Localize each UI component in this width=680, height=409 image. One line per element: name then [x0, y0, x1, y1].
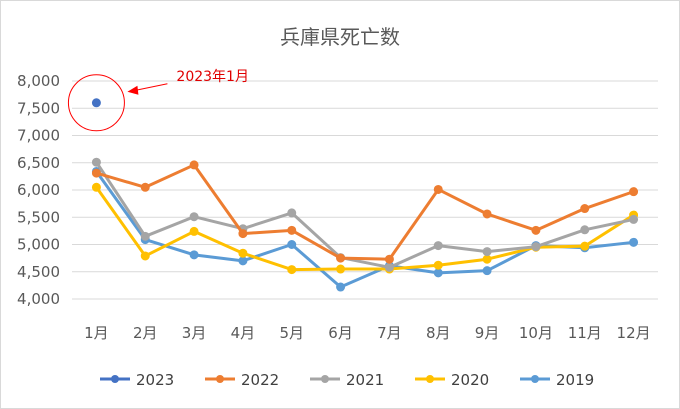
data-point: [140, 182, 150, 192]
series-2020: [91, 182, 639, 275]
series-2023: [91, 98, 101, 108]
legend-swatch-marker: [216, 375, 224, 383]
legend-item-2023: 2023: [100, 371, 174, 389]
x-tick-label: 1月: [84, 324, 109, 342]
data-point: [580, 204, 590, 214]
legend-label: 2021: [346, 371, 384, 389]
data-point: [433, 241, 443, 251]
y-axis: 4,000 4,500 5,000 5,500 6,000 6,500 7,000 7,500…: [17, 72, 60, 308]
data-point: [336, 282, 346, 292]
x-tick-label: 9月: [475, 324, 500, 342]
y-tick-label: 4,500: [17, 263, 60, 281]
x-tick-label: 3月: [182, 324, 207, 342]
y-tick-label: 7,000: [17, 127, 60, 145]
data-point: [189, 226, 199, 236]
legend-swatch-marker: [321, 375, 329, 383]
data-point: [629, 214, 639, 224]
data-point: [91, 182, 101, 192]
data-point: [336, 253, 346, 263]
data-point: [482, 209, 492, 219]
x-tick-label: 5月: [279, 324, 304, 342]
data-point: [287, 240, 297, 249]
data-point: [580, 241, 590, 251]
annotation: 2023年1月: [67, 69, 249, 132]
data-point: [531, 225, 541, 235]
legend-item-2020: 2020: [415, 371, 489, 389]
annotation-arrow: [133, 83, 168, 92]
series-line: [95, 161, 634, 269]
data-point: [287, 265, 297, 275]
annotation-arrowhead: [127, 85, 139, 95]
x-tick-label: 10月: [519, 324, 553, 342]
data-point: [482, 266, 492, 276]
data-point: [629, 237, 639, 247]
data-point: [238, 256, 248, 266]
y-tick-label: 5,500: [17, 208, 60, 226]
legend: 2023 2022 2021 2020 2019: [100, 371, 594, 389]
y-tick-label: 4,000: [17, 290, 60, 308]
legend-label: 2019: [556, 371, 594, 389]
x-tick-label: 8月: [426, 324, 451, 342]
data-point: [433, 184, 443, 194]
legend-label: 2023: [136, 371, 174, 389]
data-point: [531, 242, 541, 252]
data-point: [189, 160, 199, 170]
data-point: [433, 260, 443, 270]
data-point: [580, 225, 590, 235]
data-point: [91, 168, 101, 178]
data-point: [189, 212, 199, 222]
series-2022: [91, 160, 639, 264]
y-tick-label: 8,000: [17, 72, 60, 90]
y-tick-label: 6,000: [17, 181, 60, 199]
data-point: [140, 231, 150, 241]
x-tick-label: 2月: [133, 324, 158, 342]
data-point: [287, 225, 297, 235]
data-point: [336, 264, 346, 274]
legend-label: 2020: [451, 371, 489, 389]
legend-label: 2022: [241, 371, 279, 389]
y-tick-label: 7,500: [17, 99, 60, 117]
legend-item-2019: 2019: [520, 371, 594, 389]
data-point: [384, 254, 394, 264]
data-point: [384, 262, 394, 272]
series-lines: [91, 98, 639, 292]
data-point: [433, 268, 443, 278]
x-axis: 1月 2月 3月 4月 5月 6月 7月 8月 9月 10月 11月 12月: [84, 324, 650, 342]
gridlines: [72, 80, 658, 300]
x-tick-label: 11月: [568, 324, 602, 342]
data-point: [238, 248, 248, 258]
y-tick-label: 5,000: [17, 236, 60, 254]
data-point: [189, 250, 199, 260]
series-line: [95, 186, 635, 272]
chart-title: 兵庫県死亡数: [280, 25, 400, 49]
y-tick-label: 6,500: [17, 154, 60, 172]
legend-swatch-marker: [426, 375, 434, 383]
data-point: [287, 208, 297, 218]
data-point: [238, 229, 248, 239]
legend-item-2022: 2022: [205, 371, 279, 389]
x-tick-label: 4月: [231, 324, 256, 342]
legend-swatch-marker: [531, 375, 539, 383]
annotation-circle: [67, 74, 125, 132]
x-tick-label: 7月: [377, 324, 402, 342]
data-point: [629, 187, 639, 197]
series-2019: [91, 166, 639, 292]
data-point: [91, 157, 101, 167]
legend-item-2021: 2021: [310, 371, 384, 389]
data-point: [91, 98, 101, 108]
data-point: [482, 254, 492, 264]
data-point: [140, 251, 150, 261]
legend-swatch-marker: [111, 375, 119, 383]
series-line: [95, 163, 635, 261]
annotation-label: 2023年1月: [176, 69, 249, 85]
x-tick-label: 6月: [328, 324, 353, 342]
data-point: [482, 247, 492, 257]
x-tick-label: 12月: [617, 324, 651, 342]
